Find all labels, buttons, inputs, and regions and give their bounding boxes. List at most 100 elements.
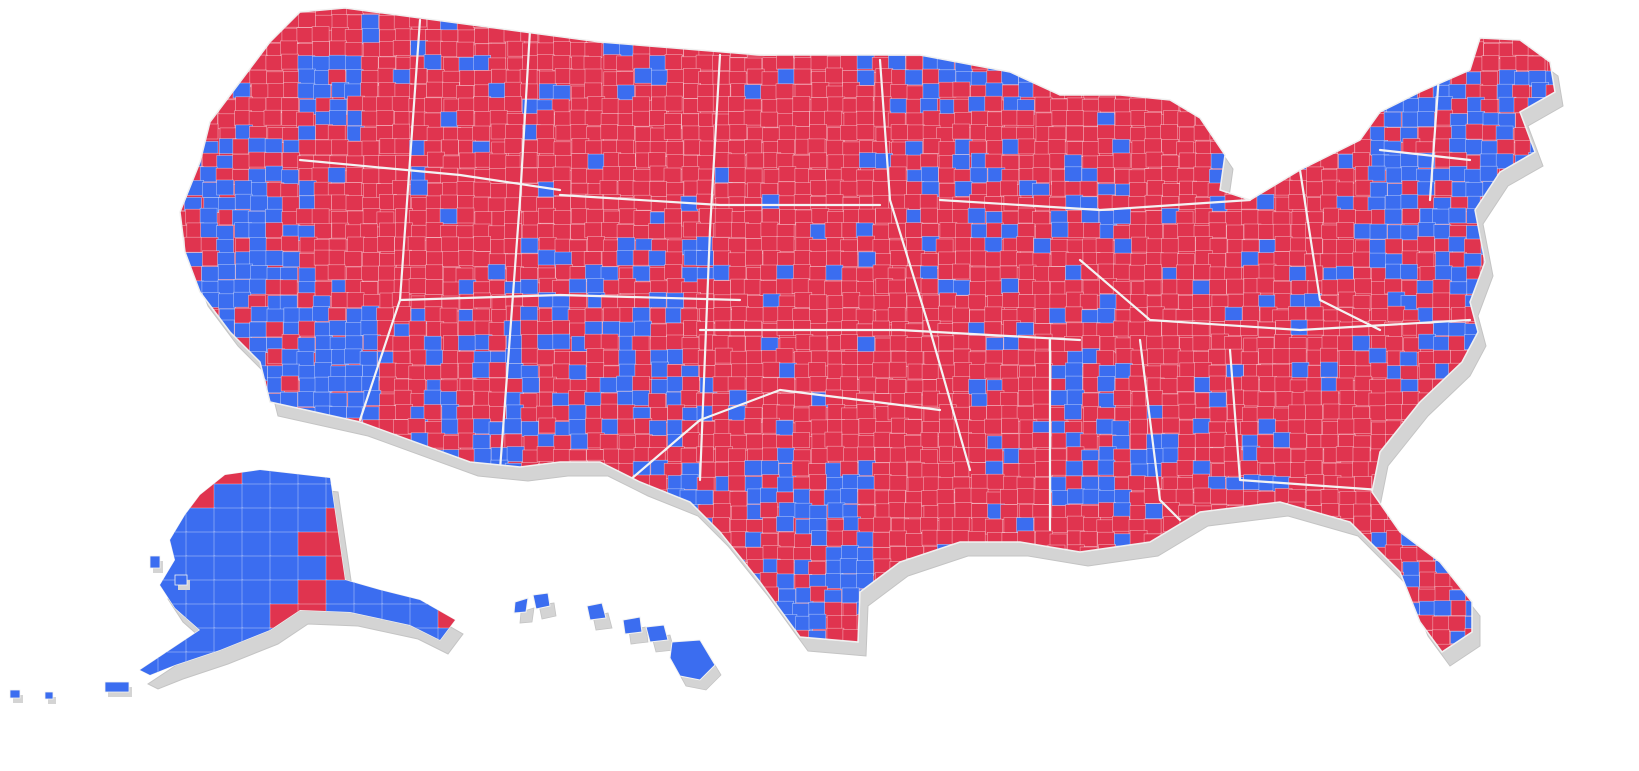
county-cell bbox=[698, 8, 716, 14]
county-cell bbox=[714, 320, 733, 337]
county-cell bbox=[873, 431, 892, 448]
county-cell bbox=[1034, 642, 1053, 652]
state-border-line bbox=[938, 198, 1252, 212]
county-cell bbox=[1208, 392, 1227, 408]
county-cell bbox=[489, 153, 507, 170]
county-cell bbox=[569, 502, 587, 518]
county-cell bbox=[1063, 40, 1082, 56]
county-cell bbox=[281, 110, 300, 126]
county-cell bbox=[423, 364, 442, 381]
county-cell bbox=[1018, 613, 1036, 630]
county-cell bbox=[1098, 502, 1116, 518]
county-cell bbox=[1546, 377, 1555, 393]
county-cell bbox=[616, 125, 635, 141]
county-cell bbox=[1098, 476, 1117, 492]
county-cell bbox=[1098, 392, 1116, 409]
county-cell bbox=[1241, 251, 1259, 268]
county-cell bbox=[1496, 544, 1514, 560]
county-cell bbox=[440, 111, 459, 128]
county-cell bbox=[331, 139, 349, 156]
county-cell bbox=[1273, 154, 1292, 170]
county-cell bbox=[952, 599, 970, 616]
county-cell bbox=[1385, 601, 1403, 618]
county-cell bbox=[1545, 644, 1555, 652]
county-cell bbox=[584, 264, 603, 281]
county-cell bbox=[1224, 616, 1243, 633]
county-cell bbox=[904, 194, 922, 210]
county-cell bbox=[1499, 320, 1517, 336]
county-cell bbox=[1369, 223, 1388, 240]
county-cell bbox=[1306, 15, 1324, 31]
county-cell bbox=[1079, 433, 1098, 450]
county-cell bbox=[1451, 406, 1469, 422]
county-cell bbox=[713, 307, 732, 324]
county-cell bbox=[392, 504, 411, 520]
county-cell bbox=[1193, 644, 1212, 652]
county-cell bbox=[761, 460, 779, 477]
county-cell bbox=[361, 110, 379, 127]
county-cell bbox=[1481, 601, 1500, 618]
county-cell bbox=[569, 585, 587, 602]
county-cell bbox=[407, 504, 426, 521]
county-cell bbox=[1464, 15, 1482, 31]
county-cell bbox=[824, 8, 843, 17]
county-cell bbox=[938, 462, 956, 479]
county-cell bbox=[778, 125, 797, 142]
county-cell bbox=[536, 54, 555, 71]
county-cell bbox=[619, 321, 638, 338]
county-cell bbox=[1497, 518, 1515, 535]
county-cell bbox=[553, 210, 571, 226]
county-cell bbox=[1563, 573, 1580, 588]
county-cell bbox=[1128, 589, 1146, 606]
county-cell bbox=[1128, 264, 1147, 281]
county-cell bbox=[265, 55, 284, 72]
county-cell bbox=[249, 278, 267, 295]
county-cell bbox=[248, 222, 267, 239]
county-cell bbox=[760, 111, 779, 128]
county-cell bbox=[601, 98, 620, 114]
county-cell bbox=[872, 531, 891, 548]
county-cell bbox=[681, 432, 700, 449]
county-cell bbox=[1323, 56, 1342, 73]
state-border-line bbox=[298, 158, 562, 192]
county-cell bbox=[1562, 659, 1579, 674]
county-cell bbox=[1465, 393, 1483, 410]
county-cell bbox=[1386, 489, 1405, 506]
county-cell bbox=[904, 69, 923, 86]
county-cell bbox=[584, 14, 603, 30]
county-cell bbox=[1049, 516, 1068, 533]
county-cell bbox=[664, 54, 683, 70]
county-cell bbox=[327, 264, 346, 281]
county-cell bbox=[377, 446, 396, 462]
county-cell bbox=[843, 658, 860, 673]
county-cell bbox=[1464, 238, 1482, 255]
county-cell bbox=[666, 334, 685, 351]
county-cell bbox=[808, 613, 827, 630]
county-cell bbox=[1051, 644, 1069, 652]
county-cell bbox=[1563, 224, 1580, 239]
county-cell bbox=[648, 420, 667, 436]
county-cell bbox=[1546, 336, 1555, 353]
borough-cell bbox=[241, 507, 272, 534]
county-cell bbox=[1433, 224, 1452, 240]
county-cell bbox=[1161, 600, 1180, 617]
county-cell bbox=[1320, 361, 1338, 378]
county-cell bbox=[1145, 210, 1164, 226]
county-cell bbox=[200, 55, 218, 72]
county-cell bbox=[1547, 280, 1555, 297]
county-cell bbox=[632, 96, 650, 113]
county-cell bbox=[490, 490, 508, 507]
island-extrusion bbox=[48, 697, 56, 704]
county-cell bbox=[1064, 166, 1082, 183]
county-cell bbox=[682, 616, 701, 633]
county-cell bbox=[1352, 98, 1371, 114]
county-cell bbox=[760, 8, 778, 15]
county-cell bbox=[1112, 42, 1130, 59]
county-cell bbox=[1305, 111, 1323, 128]
county-cell bbox=[729, 645, 748, 652]
county-cell bbox=[681, 125, 700, 142]
county-cell bbox=[968, 96, 986, 112]
county-cell bbox=[648, 600, 667, 616]
county-cell bbox=[874, 29, 893, 46]
